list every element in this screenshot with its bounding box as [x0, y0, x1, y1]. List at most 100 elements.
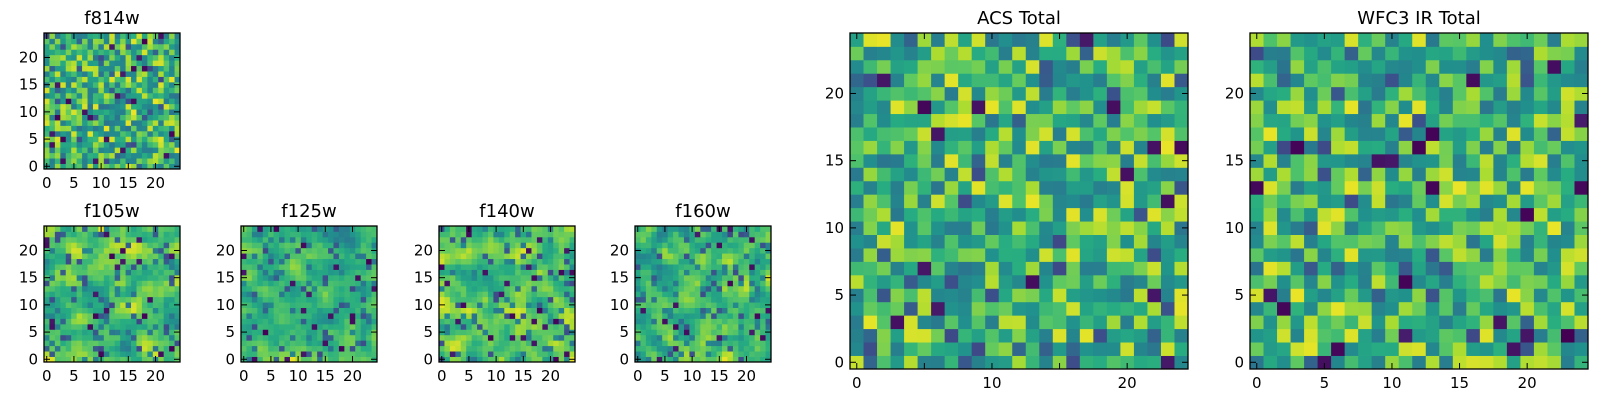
heatmap-cell [482, 356, 489, 363]
heatmap-cell [241, 351, 247, 357]
heatmap-cell [449, 356, 456, 363]
heatmap-cell [163, 291, 170, 298]
heatmap-cell [1493, 207, 1508, 222]
heatmap-cell [520, 340, 527, 347]
heatmap-cell [460, 242, 467, 249]
heatmap-cell [449, 345, 456, 352]
heatmap-cell [1466, 288, 1481, 303]
heatmap-cell [71, 242, 78, 249]
heatmap-cell [317, 323, 323, 330]
heatmap-cell [98, 120, 105, 126]
heatmap-cell [640, 291, 647, 298]
heatmap-cell [1263, 207, 1278, 222]
heatmap-cell [536, 242, 543, 249]
heatmap-cell [360, 334, 367, 341]
heatmap-cell [169, 269, 175, 276]
heatmap-cell [1331, 221, 1346, 235]
heatmap-cell [284, 231, 291, 238]
heatmap-cell [322, 351, 329, 357]
heatmap-cell [87, 296, 94, 303]
heatmap-cell [1106, 46, 1121, 61]
heatmap-cell [460, 296, 467, 303]
heatmap-cell [743, 253, 750, 260]
heatmap-cell [169, 247, 175, 254]
heatmap-cell [1174, 342, 1189, 356]
heatmap-cell [82, 323, 88, 330]
heatmap-cell [754, 340, 761, 347]
heatmap-cell [645, 345, 652, 352]
heatmap-cell [65, 49, 72, 56]
heatmap-cell [169, 264, 175, 270]
heatmap-cell [904, 113, 918, 128]
heatmap-cell [1079, 288, 1094, 303]
heatmap-cell [1520, 153, 1535, 168]
heatmap-cell [553, 356, 560, 363]
heatmap-cell [262, 242, 269, 249]
heatmap-cell [482, 242, 489, 249]
heatmap-cell [338, 231, 345, 238]
heatmap-cell [1574, 113, 1589, 128]
heatmap-cell [163, 242, 170, 249]
heatmap-cell [509, 264, 516, 270]
heatmap-cell [65, 280, 72, 287]
heatmap-cell [651, 253, 658, 260]
heatmap-cell [904, 46, 918, 61]
heatmap-cell [1133, 140, 1148, 155]
heatmap-cell [279, 247, 285, 254]
heatmap-cell [1317, 46, 1332, 61]
heatmap-cell [1358, 86, 1373, 101]
heatmap-cell [985, 301, 1000, 316]
heatmap-cell [82, 103, 88, 110]
heatmap-cell [493, 313, 500, 319]
heatmap-cell [158, 81, 165, 88]
heatmap-cell [65, 296, 72, 303]
heatmap-cell [1147, 153, 1162, 168]
heatmap-cell [65, 147, 72, 154]
heatmap-cell [136, 291, 143, 298]
heatmap-cell [487, 280, 494, 287]
heatmap-cell [536, 236, 543, 243]
heatmap-cell [700, 258, 707, 265]
heatmap-cell [1493, 355, 1508, 370]
heatmap-cell [120, 158, 126, 164]
heatmap-cell [890, 140, 905, 155]
heatmap-cell [732, 351, 739, 357]
heatmap-cell [558, 302, 565, 308]
heatmap-cell [515, 242, 521, 249]
heatmap-cell [732, 291, 739, 298]
heatmap-cell [103, 285, 110, 292]
heatmap-cell [92, 285, 99, 292]
heatmap-cell [317, 291, 323, 298]
heatmap-cell [44, 264, 50, 270]
f105w-cells [44, 226, 181, 363]
y-tick-label: 5 [28, 323, 38, 341]
heatmap-cell [656, 318, 663, 325]
heatmap-cell [1079, 113, 1094, 128]
heatmap-cell [694, 291, 701, 298]
heatmap-cell [526, 269, 532, 276]
heatmap-cell [509, 351, 516, 357]
heatmap-cell [152, 264, 159, 270]
heatmap-cell [705, 242, 712, 249]
heatmap-cell [152, 323, 159, 330]
heatmap-cell [284, 226, 291, 232]
heatmap-cell [1547, 342, 1562, 356]
heatmap-cell [355, 258, 362, 265]
heatmap-cell [44, 242, 50, 249]
heatmap-cell [246, 296, 253, 303]
f140w-cells [439, 226, 576, 363]
heatmap-cell [656, 280, 663, 287]
heatmap-cell [311, 313, 318, 319]
heatmap-cell [998, 86, 1013, 101]
heatmap-cell [1250, 113, 1264, 128]
heatmap-cell [71, 329, 78, 336]
heatmap-cell [656, 247, 663, 254]
heatmap-cell [141, 280, 148, 287]
heatmap-cell [65, 98, 72, 105]
heatmap-cell [504, 285, 511, 292]
heatmap-cell [754, 313, 761, 319]
heatmap-cell [44, 323, 50, 330]
heatmap-cell [958, 315, 973, 330]
heatmap-cell [1160, 100, 1175, 115]
heatmap-cell [344, 340, 351, 347]
